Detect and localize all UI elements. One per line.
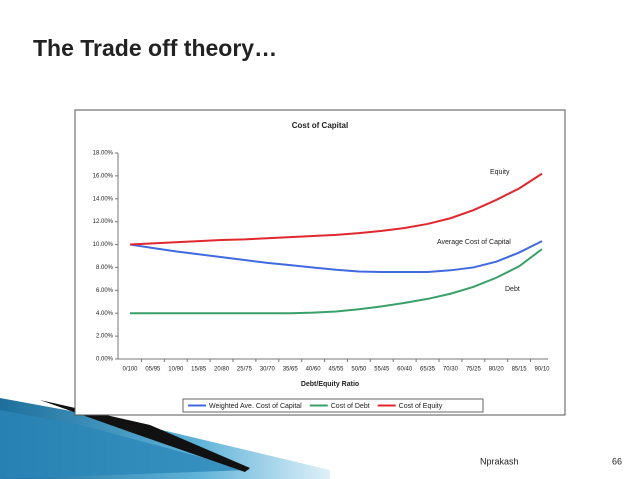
y-tick-label: 16.00% [93, 173, 114, 179]
x-axis-label: Debt/Equity Ratio [301, 381, 359, 388]
x-tick-label: 05/95 [145, 367, 161, 373]
chart-title: Cost of Capital [292, 121, 348, 130]
slide-title: The Trade off theory… [33, 35, 277, 61]
decor-wedge [40, 400, 250, 472]
x-tick-label: 80/20 [489, 367, 505, 373]
chart-frame [74, 109, 566, 416]
x-tick-label: 10/90 [168, 367, 184, 373]
annotation: Average Cost of Capital [437, 239, 511, 246]
legend-label: Cost of Debt [331, 403, 370, 410]
annotation: Debt [505, 286, 520, 293]
x-tick-label: 20/80 [214, 367, 230, 373]
y-tick-label: 10.00% [93, 242, 114, 248]
page-number: 66 [612, 456, 622, 466]
x-tick-label: 50/50 [351, 367, 367, 373]
annotation: Equity [490, 169, 510, 176]
x-tick-label: 65/35 [420, 367, 436, 373]
y-tick-label: 12.00% [93, 219, 114, 225]
y-tick-label: 18.00% [93, 151, 114, 157]
x-tick-label: 15/85 [191, 367, 207, 373]
y-tick-label: 6.00% [96, 288, 114, 294]
x-tick-label: 30/70 [260, 367, 276, 373]
y-tick-label: 8.00% [96, 265, 114, 271]
x-tick-label: 85/15 [512, 367, 528, 373]
series-line [129, 172, 543, 246]
series-line [129, 240, 543, 274]
x-tick-label: 40/60 [306, 367, 322, 373]
x-tick-label: 90/10 [534, 367, 550, 373]
x-tick-label: 35/65 [283, 367, 299, 373]
y-tick-label: 14.00% [93, 196, 114, 202]
x-tick-label: 55/45 [374, 367, 390, 373]
x-tick-label: 70/30 [443, 367, 459, 373]
x-tick-label: 45/55 [328, 367, 344, 373]
x-tick-label: 25/75 [237, 367, 253, 373]
author: Nprakash [480, 456, 519, 466]
legend-label: Cost of Equity [399, 403, 443, 410]
series-line [130, 248, 543, 315]
legend-box [182, 398, 484, 413]
x-tick-label: 0/100 [122, 367, 138, 373]
y-tick-label: 4.00% [96, 311, 114, 317]
x-tick-label: 75/25 [466, 367, 482, 373]
y-tick-label: 2.00% [96, 334, 114, 340]
decor-swoosh [0, 410, 250, 479]
x-tick-label: 60/40 [397, 367, 413, 373]
y-tick-label: 0.00% [96, 357, 114, 363]
legend-label: Weighted Ave. Cost of Capital [209, 403, 302, 410]
